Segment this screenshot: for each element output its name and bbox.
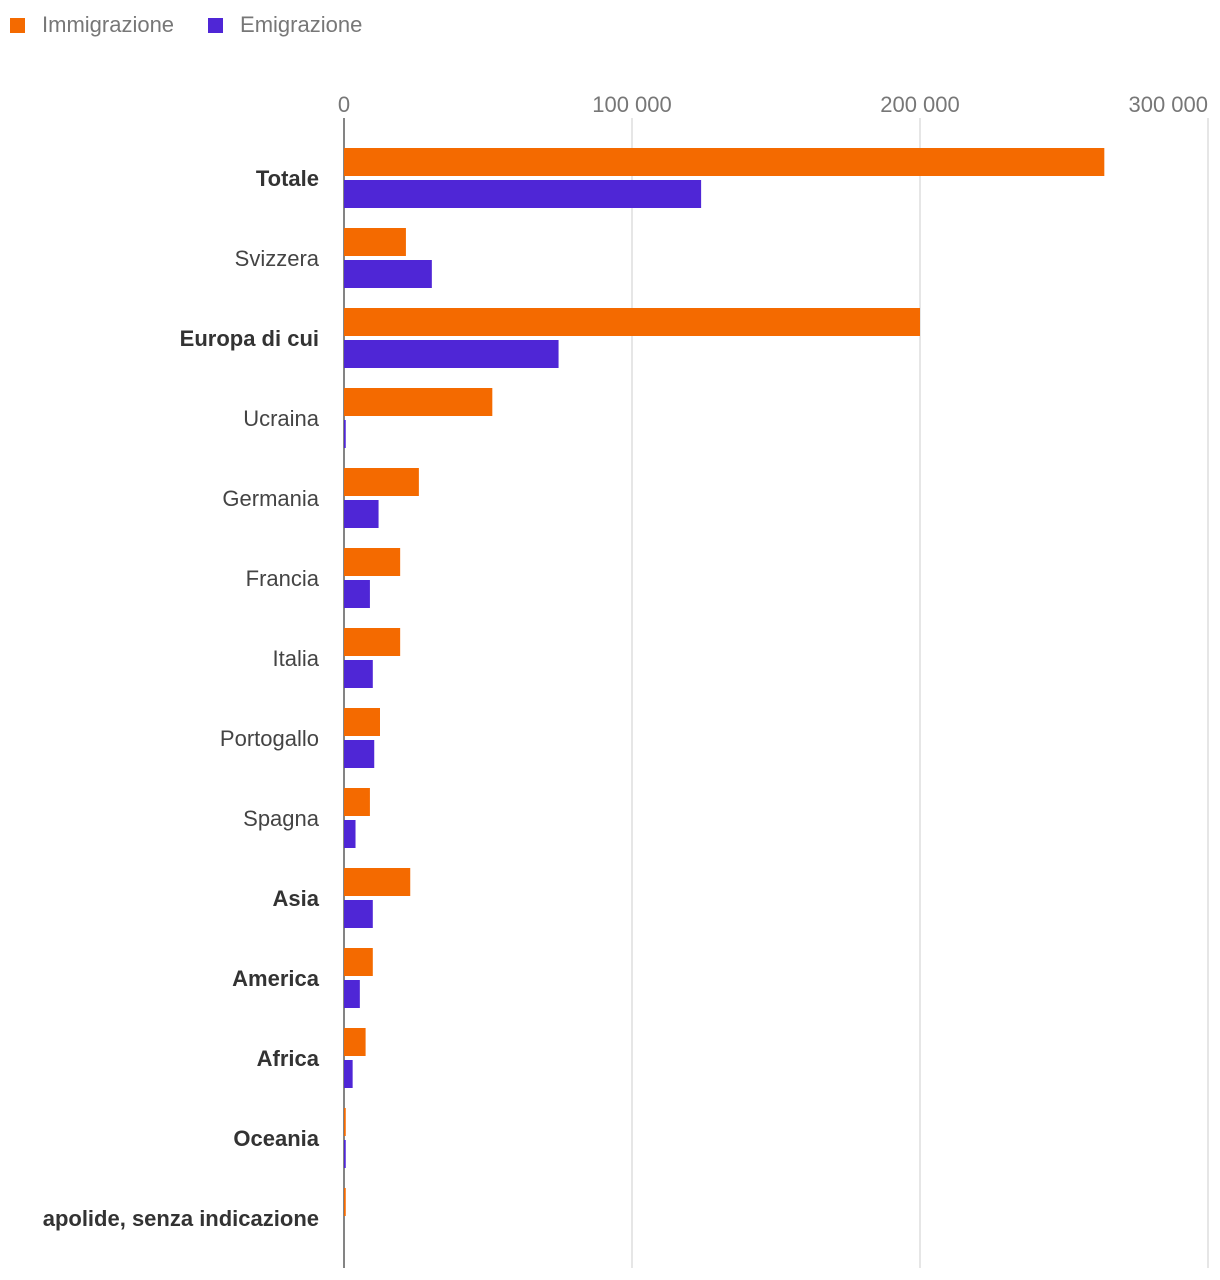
category-label: Svizzera (235, 246, 320, 271)
bars (344, 148, 1105, 1216)
bar-immigrazione (344, 308, 920, 336)
category-label: Portogallo (220, 726, 319, 751)
bar-emigrazione (344, 1140, 346, 1168)
legend: Immigrazione Emigrazione (10, 12, 396, 38)
category-label: apolide, senza indicazione (43, 1206, 319, 1231)
bar-immigrazione (344, 708, 380, 736)
legend-label-emigrazione: Emigrazione (240, 12, 363, 37)
category-label: Totale (256, 166, 319, 191)
x-tick-label-1: 100 000 (592, 92, 672, 117)
category-labels: Totale Svizzera Europa di cui Ucraina German… (43, 166, 320, 1231)
bar-emigrazione (344, 420, 346, 448)
bar-immigrazione (344, 1108, 346, 1136)
bar-immigrazione (344, 388, 493, 416)
bar-emigrazione (344, 980, 360, 1008)
bar-emigrazione (344, 500, 379, 528)
bar-emigrazione (344, 1060, 353, 1088)
bar-emigrazione (344, 580, 370, 608)
bar-immigrazione (344, 468, 419, 496)
category-label: Spagna (243, 806, 320, 831)
bar-immigrazione (344, 228, 406, 256)
category-label: America (232, 966, 320, 991)
legend-label-immigrazione: Immigrazione (42, 12, 175, 37)
bar-emigrazione (344, 260, 432, 288)
bar-immigrazione (344, 628, 401, 656)
bar-immigrazione (344, 788, 370, 816)
bar-immigrazione (344, 1028, 366, 1056)
x-tick-label-0: 0 (338, 92, 350, 117)
bar-emigrazione (344, 900, 373, 928)
category-label: Italia (273, 646, 320, 671)
bar-immigrazione (344, 1188, 346, 1216)
category-label: Ucraina (243, 406, 320, 431)
legend-item-immigrazione: Immigrazione (10, 12, 174, 38)
bar-immigrazione (344, 148, 1105, 176)
legend-swatch-emigrazione (208, 17, 224, 33)
x-tick-label-2: 200 000 (880, 92, 960, 117)
legend-swatch-immigrazione (10, 17, 25, 33)
bar-emigrazione (344, 180, 702, 208)
bar-immigrazione (344, 868, 411, 896)
category-label: Africa (257, 1046, 320, 1071)
category-label: Europa di cui (180, 326, 319, 351)
bar-emigrazione (344, 740, 375, 768)
bar-immigrazione (344, 548, 401, 576)
bar-emigrazione (344, 820, 356, 848)
category-label: Germania (222, 486, 319, 511)
category-label: Asia (273, 886, 320, 911)
bar-emigrazione (344, 340, 559, 368)
legend-item-emigrazione: Emigrazione (208, 12, 362, 38)
gridlines (343, 118, 1209, 1268)
x-axis-tick-labels: 0 100 000 200 000 300 000 (338, 92, 1208, 117)
bar-immigrazione (344, 948, 373, 976)
x-tick-label-3: 300 000 (1128, 92, 1208, 117)
bar-emigrazione (344, 660, 373, 688)
category-label: Oceania (233, 1126, 319, 1151)
category-label: Francia (246, 566, 320, 591)
